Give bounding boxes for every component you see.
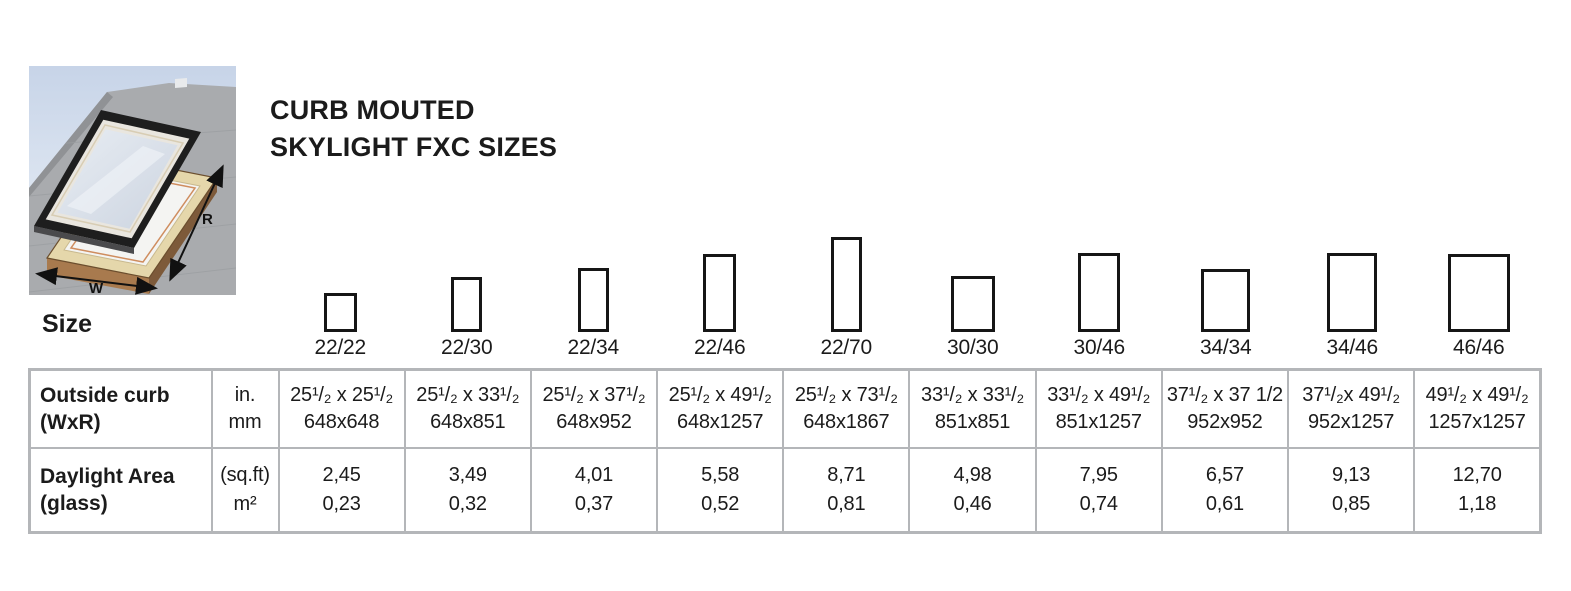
size-box — [577, 268, 609, 332]
daylight-area-cell: 9,13 0,85 — [1286, 447, 1416, 534]
size-option: 34/34 — [1163, 226, 1290, 360]
size-label: 22/70 — [820, 336, 873, 359]
size-box — [703, 254, 737, 332]
size-box — [1447, 254, 1510, 332]
size-option: 30/46 — [1036, 226, 1163, 360]
page-title: CURB MOUTED SKYLIGHT FXC SIZES — [270, 92, 557, 166]
size-box — [1201, 269, 1251, 332]
r-label: R — [202, 211, 213, 228]
row-header-outside-curb: Outside curb (WxR) — [28, 368, 213, 449]
curb-size-cell: 25¹/₂ x 73¹/₂ 648x1867 — [782, 368, 911, 449]
daylight-area-cell: 7,95 0,74 — [1034, 447, 1163, 534]
size-box — [323, 293, 357, 332]
size-label: 34/46 — [1326, 336, 1379, 359]
curb-size-cell: 37¹/₂ x 37 1/2 952x952 — [1160, 368, 1290, 449]
chimney — [175, 78, 187, 88]
size-section-label: Size — [42, 310, 93, 338]
glass-panel-edge — [34, 226, 134, 254]
size-label: 22/46 — [693, 336, 746, 359]
size-row-spacer — [210, 226, 277, 360]
page-title-line2: SKYLIGHT FXC SIZES — [270, 132, 558, 162]
curb-size-cell: 25¹/₂ x 25¹/₂ 648x648 — [277, 368, 406, 449]
daylight-area-cell: 2,45 0,23 — [277, 447, 406, 534]
size-option: 22/22 — [277, 226, 404, 360]
curb-size-cell: 33¹/₂ x 49¹/₂ 851x1257 — [1034, 368, 1163, 449]
size-label: 34/34 — [1199, 336, 1252, 359]
curb-size-cell: 49¹/₂ x 49¹/₂ 1257x1257 — [1413, 368, 1542, 449]
r-arrow — [169, 164, 224, 282]
page-title-line1: CURB MOUTED — [270, 95, 475, 125]
curb-size-cell: 33¹/₂ x 33¹/₂ 851x851 — [908, 368, 1037, 449]
size-option: 22/30 — [404, 226, 531, 360]
curb-size-cell: 25¹/₂ x 37¹/₂ 648x952 — [529, 368, 659, 449]
size-option: 46/46 — [1416, 226, 1543, 360]
size-option: 34/46 — [1289, 226, 1416, 360]
size-label: 46/46 — [1452, 336, 1505, 359]
curb-size-cell: 25¹/₂ x 33¹/₂ 648x851 — [403, 368, 532, 449]
glass-panel-trim — [50, 124, 185, 233]
size-label: 30/46 — [1073, 336, 1126, 359]
roof-gable-edge — [29, 92, 113, 197]
size-options-row: 22/22 22/30 22/34 22/46 22/70 30/30 30/4… — [28, 226, 1542, 360]
spec-table: Outside curb (WxR) in. mm 25¹/₂ x 25¹/₂ … — [28, 368, 1542, 534]
row-header-daylight-area: Daylight Area (glass) — [28, 447, 213, 534]
size-label: 22/22 — [314, 336, 367, 359]
size-label: 22/30 — [440, 336, 493, 359]
w-label: W — [89, 280, 104, 295]
size-label: 30/30 — [946, 336, 999, 359]
skylight-illustration: R W — [29, 66, 236, 295]
daylight-area-cell: 8,71 0,81 — [782, 447, 911, 534]
daylight-area-cell: 5,58 0,52 — [656, 447, 785, 534]
daylight-area-cell: 4,01 0,37 — [529, 447, 659, 534]
curb-size-cell: 37¹/₂x 49¹/₂ 952x1257 — [1286, 368, 1416, 449]
size-box — [1327, 253, 1378, 332]
size-box — [451, 277, 483, 332]
size-label: 22/34 — [567, 336, 620, 359]
table-row-daylight-area: Daylight Area (glass) (sq.ft) m² 2,45 0,… — [28, 447, 1542, 534]
size-option: 22/46 — [657, 226, 784, 360]
daylight-area-cell: 12,70 1,18 — [1413, 447, 1542, 534]
w-arrow — [35, 267, 158, 295]
size-box — [1078, 253, 1121, 332]
table-row-outside-curb: Outside curb (WxR) in. mm 25¹/₂ x 25¹/₂ … — [28, 368, 1542, 449]
curb-size-cell: 25¹/₂ x 49¹/₂ 648x1257 — [656, 368, 785, 449]
row-units-outside-curb: in. mm — [210, 368, 280, 449]
glass-highlight — [67, 146, 165, 214]
size-row-spacer — [28, 226, 210, 360]
size-option: 30/30 — [910, 226, 1037, 360]
size-option: 22/34 — [530, 226, 657, 360]
daylight-area-cell: 6,57 0,61 — [1160, 447, 1290, 534]
size-box — [830, 237, 862, 332]
daylight-area-cell: 3,49 0,32 — [403, 447, 532, 534]
size-option: 22/70 — [783, 226, 910, 360]
size-box — [950, 276, 995, 332]
row-units-daylight-area: (sq.ft) m² — [210, 447, 280, 534]
daylight-area-cell: 4,98 0,46 — [908, 447, 1037, 534]
